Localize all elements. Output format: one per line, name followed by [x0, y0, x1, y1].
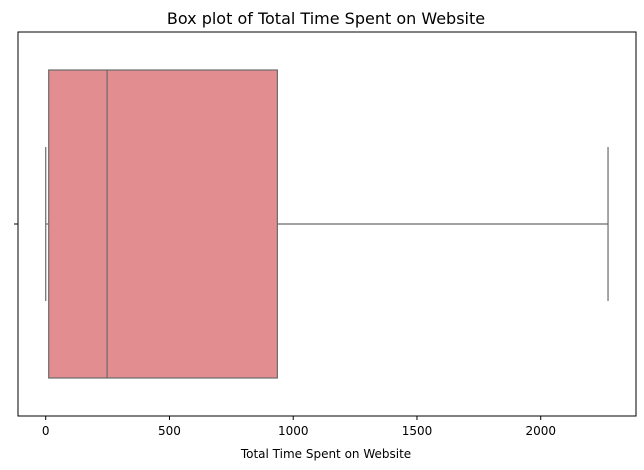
box-iqr	[48, 69, 278, 379]
x-axis-ticks: 0 500 1000 1500 2000	[42, 416, 556, 438]
x-tick-label: 0	[42, 424, 50, 438]
x-tick-label: 2000	[525, 424, 556, 438]
x-tick-label: 500	[158, 424, 181, 438]
x-axis-label: Total Time Spent on Website	[240, 447, 411, 461]
box-plot	[45, 69, 609, 379]
x-tick-label: 1000	[278, 424, 309, 438]
x-tick-label: 1500	[402, 424, 433, 438]
chart-title: Box plot of Total Time Spent on Website	[167, 9, 485, 28]
